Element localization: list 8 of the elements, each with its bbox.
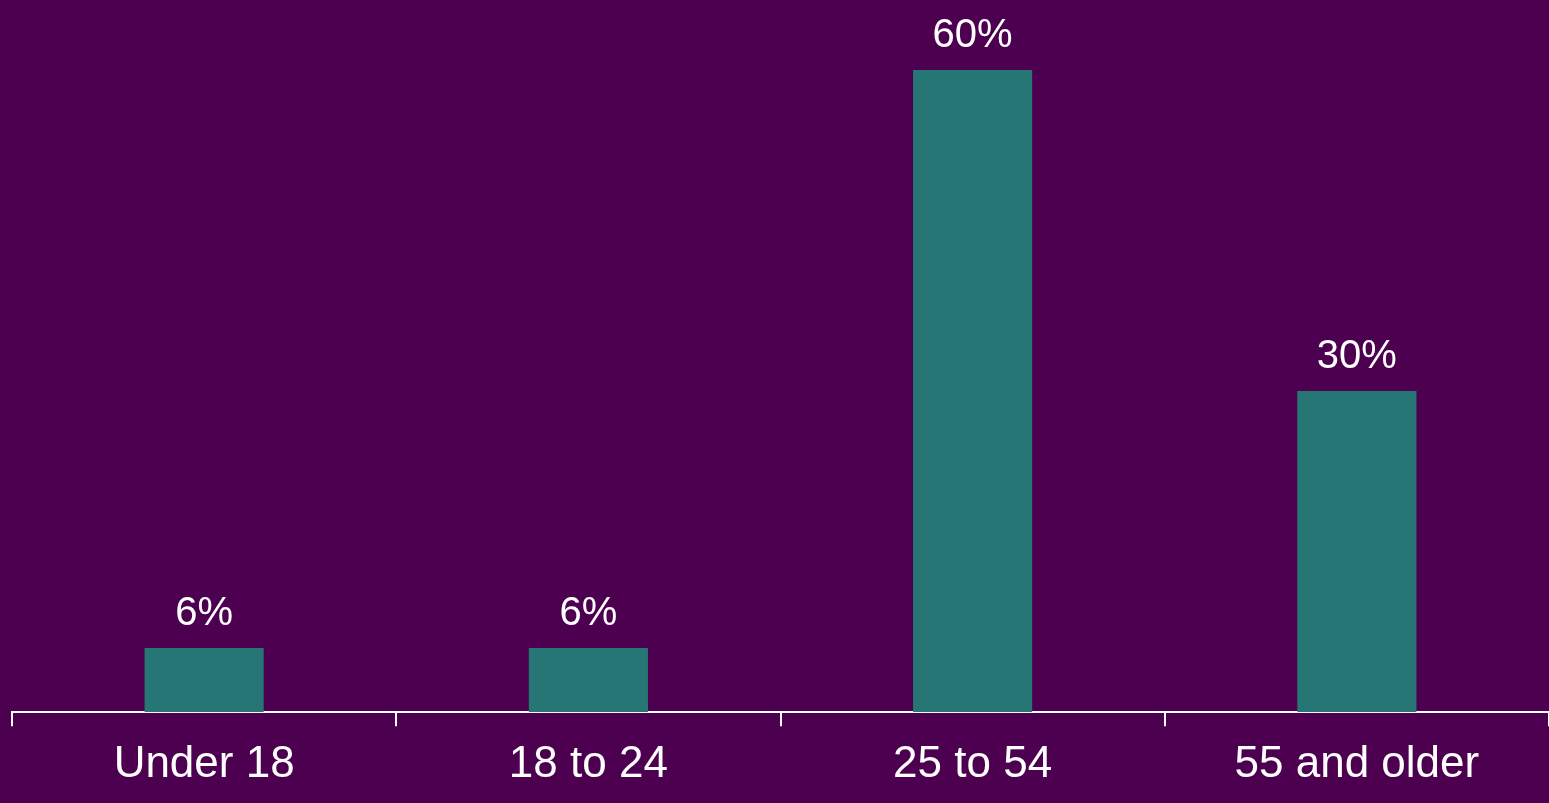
x-tick-label: 18 to 24 <box>508 736 668 786</box>
data-label: 6% <box>559 589 618 634</box>
x-tick-label: Under 18 <box>113 736 295 786</box>
x-tick-label: 55 and older <box>1234 736 1480 786</box>
data-label: 6% <box>175 589 234 634</box>
x-tick-label: 25 to 54 <box>893 736 1053 786</box>
data-label: 30% <box>1316 332 1397 377</box>
data-label: 60% <box>932 11 1013 56</box>
